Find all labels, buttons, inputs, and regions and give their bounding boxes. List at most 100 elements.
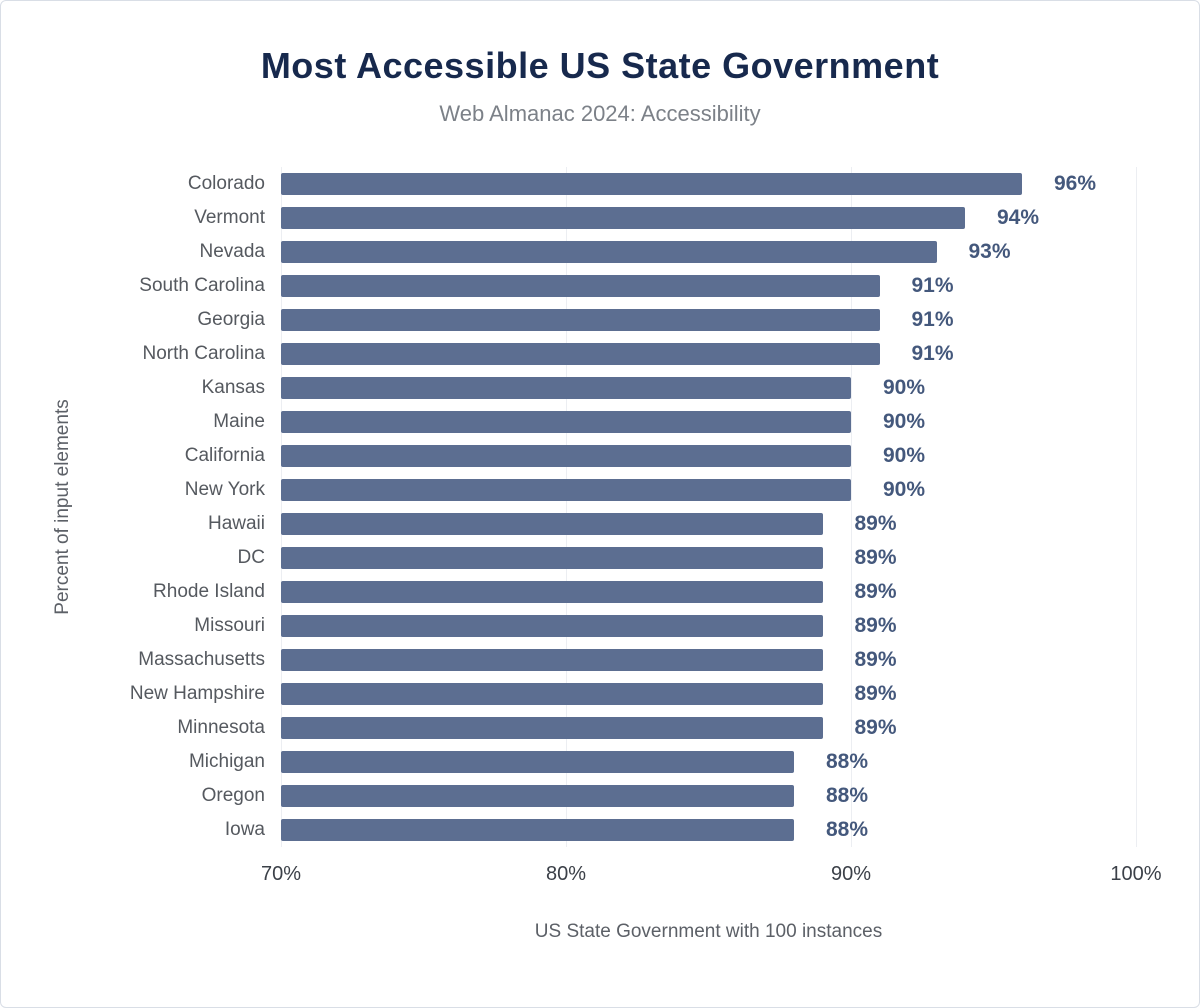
value-label: 91% (911, 308, 954, 331)
bar (281, 717, 823, 739)
value-label: 96% (1054, 172, 1097, 195)
bar-row: Oregon 88% (1, 779, 1199, 813)
x-axis-title: US State Government with 100 instances (534, 921, 883, 942)
gridline (281, 167, 282, 847)
state-label: North Carolina (142, 343, 266, 364)
bar-row: Michigan 88% (1, 745, 1199, 779)
bar-row: Nevada 93% (1, 235, 1199, 269)
bar-track: 89% (281, 581, 1136, 603)
value-label: 91% (911, 342, 954, 365)
bar (281, 547, 823, 569)
value-label: 89% (854, 512, 897, 535)
bar-track: 94% (281, 207, 1136, 229)
state-label: Michigan (188, 751, 265, 772)
state-label: Minnesota (177, 717, 265, 738)
bar-track: 90% (281, 479, 1136, 501)
state-label: New Hampshire (129, 683, 265, 704)
bar-track: 93% (281, 241, 1136, 263)
bar-track: 88% (281, 785, 1136, 807)
bar-track: 90% (281, 411, 1136, 433)
gridlines (281, 167, 1137, 847)
x-tick-label: 70% (260, 863, 302, 885)
state-label: South Carolina (139, 275, 265, 296)
value-label: 94% (997, 206, 1040, 229)
bar-track: 91% (281, 275, 1136, 297)
bar-row: Maine 90% (1, 405, 1199, 439)
bar-row: Vermont 94% (1, 201, 1199, 235)
bar-track: 96% (281, 173, 1136, 195)
value-label: 89% (854, 648, 897, 671)
bar-row: Kansas 90% (1, 371, 1199, 405)
state-label: Maine (213, 411, 265, 432)
bar-track: 89% (281, 649, 1136, 671)
bar-track: 89% (281, 717, 1136, 739)
value-label: 90% (882, 444, 926, 467)
bar-row: South Carolina 91% (1, 269, 1199, 303)
bar-row: Hawaii 89% (1, 507, 1199, 541)
chart-title: Most Accessible US State Government (260, 45, 940, 86)
bar (281, 309, 880, 331)
bar-track: 91% (281, 309, 1136, 331)
x-tick-label: 90% (830, 863, 871, 885)
state-label: Missouri (194, 615, 265, 636)
bar-row: Georgia 91% (1, 303, 1199, 337)
value-label: 88% (826, 784, 869, 807)
state-label: Rhode Island (153, 581, 265, 602)
value-label: 91% (911, 274, 954, 297)
x-axis-ticks: 70% 80% 90% 100% (261, 863, 1162, 889)
state-label: Iowa (224, 819, 265, 840)
bar-row: Massachusetts 89% (1, 643, 1199, 677)
chart-area: Percent of input elements Colorado 96% Ver… (1, 167, 1199, 943)
state-label: California (184, 445, 265, 466)
state-label: Colorado (187, 173, 265, 194)
state-label: Hawaii (207, 513, 265, 534)
bar-track: 90% (281, 377, 1136, 399)
bar-row: North Carolina 91% (1, 337, 1199, 371)
value-label: 90% (882, 376, 926, 399)
value-label: 89% (854, 580, 897, 603)
value-label: 89% (854, 546, 897, 569)
chart-subtitle: Web Almanac 2024: Accessibility (439, 101, 761, 126)
bar-track: 89% (281, 683, 1136, 705)
value-label: 89% (854, 716, 897, 739)
x-tick-label: 80% (545, 863, 586, 885)
state-label: Vermont (194, 207, 265, 228)
gridline (565, 167, 567, 847)
bar (281, 751, 794, 773)
state-label: Nevada (199, 241, 266, 262)
bar (281, 581, 823, 603)
bar (281, 683, 823, 705)
bar (281, 173, 1022, 195)
bar-track: 88% (281, 751, 1136, 773)
bar (281, 819, 794, 841)
state-label: Massachusetts (138, 649, 265, 670)
bar (281, 343, 880, 365)
state-label: New York (184, 479, 265, 500)
bar-track: 88% (281, 819, 1136, 841)
value-label: 90% (882, 410, 926, 433)
bar-rows: Colorado 96% Vermont 94% Nevada 93% South Caro… (1, 167, 1199, 847)
gridline (1136, 167, 1137, 847)
bar (281, 513, 823, 535)
state-label: Kansas (201, 377, 265, 398)
gridline (850, 167, 852, 847)
value-label: 88% (826, 818, 869, 841)
bar (281, 241, 937, 263)
value-label: 89% (854, 682, 897, 705)
value-label: 93% (968, 240, 1011, 263)
bar-track: 90% (281, 445, 1136, 467)
bar (281, 615, 823, 637)
bar-row: Rhode Island 89% (1, 575, 1199, 609)
bar-row: Iowa 88% (1, 813, 1199, 847)
state-label: Oregon (201, 785, 265, 806)
bar (281, 377, 851, 399)
state-label: Georgia (197, 309, 265, 330)
bar (281, 785, 794, 807)
bar (281, 479, 851, 501)
x-tick-label: 100% (1110, 863, 1162, 885)
bar (281, 445, 851, 467)
bar-track: 89% (281, 547, 1136, 569)
bar-row: New York 90% (1, 473, 1199, 507)
bar-track: 89% (281, 513, 1136, 535)
bar (281, 207, 965, 229)
